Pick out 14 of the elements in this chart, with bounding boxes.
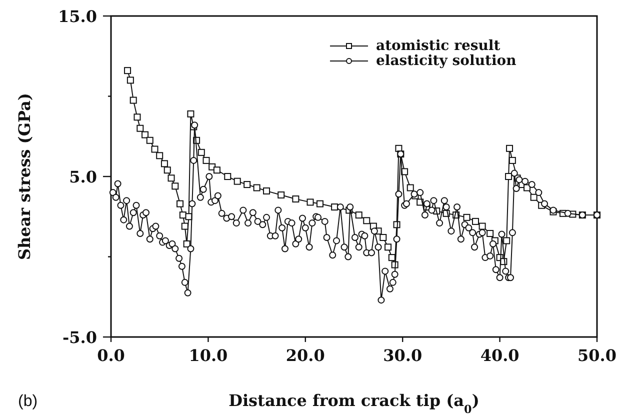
y-axis-title: Shear stress (GPa) <box>15 92 34 260</box>
x-tick-label: 0.0 <box>97 346 125 365</box>
legend-label: elasticity solution <box>376 53 516 69</box>
x-tick-label: 40.0 <box>480 346 520 365</box>
legend-label: atomistic result <box>376 38 501 54</box>
text: (b) <box>18 393 38 410</box>
y-tick-label: 15.0 <box>58 7 97 26</box>
y-tick-label: -5.0 <box>62 328 97 347</box>
x-tick-label: 30.0 <box>383 346 422 365</box>
x-tick-label: 10.0 <box>188 346 228 365</box>
x-tick-label: 20.0 <box>286 346 325 365</box>
x-axis-title: Distance from crack tip (a$_{0}$) <box>228 391 480 416</box>
y-tick-label: 5.0 <box>69 168 97 186</box>
x-tick-label: 50.0 <box>578 346 616 365</box>
